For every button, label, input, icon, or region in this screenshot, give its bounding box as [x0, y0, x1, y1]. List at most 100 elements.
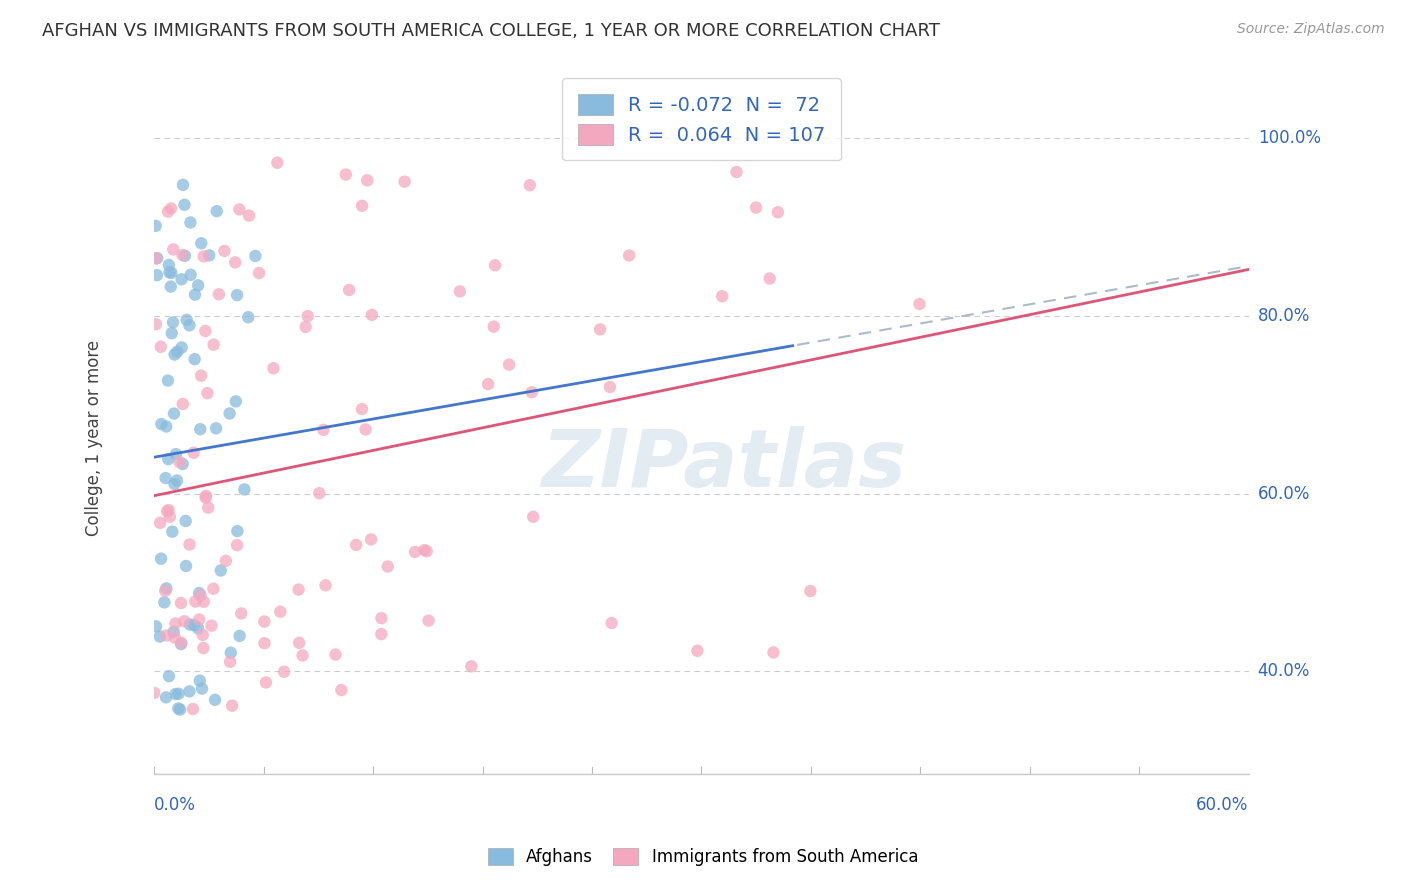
Point [159, 265, 181, 279]
Point [146, 268, 169, 283]
Point [226, 538, 249, 552]
Point [308, 486, 330, 500]
Point [167, 701, 190, 715]
Point [202, 337, 225, 351]
Point [330, 683, 353, 698]
Point [190, 368, 212, 383]
Point [159, 279, 181, 293]
Text: AFGHAN VS IMMIGRANTS FROM SOUTH AMERICA COLLEGE, 1 YEAR OR MORE CORRELATION CHAR: AFGHAN VS IMMIGRANTS FROM SOUTH AMERICA … [42, 22, 941, 40]
Point [354, 422, 377, 436]
Point [149, 630, 172, 644]
Point [224, 255, 246, 269]
Point [172, 397, 194, 411]
Point [288, 636, 311, 650]
Point [225, 394, 247, 409]
Point [176, 313, 198, 327]
Point [297, 309, 319, 323]
Point [589, 322, 612, 336]
Point [254, 675, 277, 690]
Point [155, 419, 177, 434]
Point [360, 308, 382, 322]
Point [149, 340, 172, 354]
Point [273, 665, 295, 679]
Point [253, 636, 276, 650]
Point [190, 588, 212, 602]
Point [149, 516, 172, 530]
Point [197, 386, 219, 401]
Point [344, 538, 367, 552]
Point [498, 358, 520, 372]
Point [169, 455, 191, 469]
Text: 0.0%: 0.0% [155, 796, 195, 814]
Point [165, 447, 187, 461]
Point [155, 690, 177, 705]
Point [315, 578, 337, 592]
Point [725, 165, 748, 179]
Point [711, 289, 734, 303]
Point [179, 537, 201, 551]
Point [221, 698, 243, 713]
Point [233, 483, 256, 497]
Point [686, 644, 709, 658]
Legend: Afghans, Immigrants from South America: Afghans, Immigrants from South America [481, 841, 925, 873]
Point [188, 422, 211, 436]
Point [162, 315, 184, 329]
Point [165, 616, 187, 631]
Point [163, 347, 186, 361]
Point [180, 268, 202, 282]
Point [172, 248, 194, 262]
Text: College, 1 year or more: College, 1 year or more [84, 340, 103, 536]
Point [156, 204, 179, 219]
Point [159, 509, 181, 524]
Point [356, 173, 378, 187]
Point [394, 175, 416, 189]
Point [335, 168, 357, 182]
Point [600, 615, 623, 630]
Point [145, 619, 167, 633]
Text: 60.0%: 60.0% [1258, 484, 1310, 502]
Text: ZIPatlas: ZIPatlas [541, 425, 905, 504]
Point [188, 586, 211, 600]
Point [262, 361, 284, 376]
Point [482, 319, 505, 334]
Point [337, 283, 360, 297]
Point [179, 684, 201, 698]
Point [413, 543, 436, 558]
Point [163, 477, 186, 491]
Point [183, 446, 205, 460]
Point [193, 641, 215, 656]
Point [522, 509, 544, 524]
Point [766, 205, 789, 219]
Point [226, 288, 249, 302]
Point [198, 248, 221, 262]
Point [179, 215, 201, 229]
Point [157, 258, 180, 272]
Point [173, 198, 195, 212]
Point [226, 524, 249, 538]
Text: 100.0%: 100.0% [1258, 128, 1320, 146]
Point [231, 607, 253, 621]
Point [170, 636, 193, 650]
Point [181, 702, 204, 716]
Point [174, 559, 197, 574]
Point [238, 310, 260, 325]
Point [167, 687, 190, 701]
Text: 60.0%: 60.0% [1197, 796, 1249, 814]
Point [520, 385, 543, 400]
Point [160, 202, 183, 216]
Text: 80.0%: 80.0% [1258, 307, 1310, 325]
Point [157, 669, 180, 683]
Point [312, 423, 335, 437]
Point [215, 554, 238, 568]
Point [170, 637, 193, 651]
Point [228, 202, 250, 217]
Point [908, 297, 931, 311]
Point [204, 693, 226, 707]
Point [187, 278, 209, 293]
Point [179, 617, 201, 632]
Point [245, 249, 267, 263]
Point [519, 178, 541, 193]
Point [170, 272, 193, 286]
Point [162, 243, 184, 257]
Point [460, 659, 482, 673]
